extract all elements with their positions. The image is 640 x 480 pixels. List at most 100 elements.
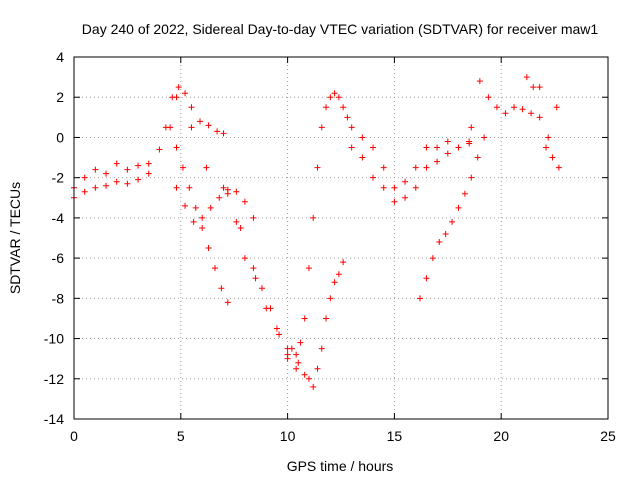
- data-point: [502, 110, 509, 117]
- data-point: [173, 184, 180, 191]
- y-tick-label: -10: [44, 331, 64, 347]
- data-point: [455, 204, 462, 211]
- y-tick-label: 0: [56, 129, 64, 145]
- data-point: [370, 174, 377, 181]
- data-point: [188, 104, 195, 111]
- data-point: [523, 74, 530, 81]
- data-point: [205, 122, 212, 129]
- data-point: [543, 144, 550, 151]
- data-point: [305, 375, 312, 382]
- data-point: [273, 325, 280, 332]
- data-point: [233, 218, 240, 225]
- data-point: [186, 184, 193, 191]
- series-track-c: [167, 124, 231, 306]
- data-point: [417, 295, 424, 302]
- plot-frame: [73, 56, 609, 420]
- data-point: [323, 315, 330, 322]
- data-point: [250, 214, 257, 221]
- data-point: [476, 78, 483, 85]
- series-track-d: [173, 184, 257, 225]
- x-tick-label: 10: [280, 428, 296, 444]
- data-point: [167, 124, 174, 131]
- data-point: [511, 104, 518, 111]
- data-point: [211, 265, 218, 272]
- data-point: [124, 166, 131, 173]
- data-point: [327, 295, 334, 302]
- data-point: [297, 339, 304, 346]
- data-point: [402, 194, 409, 201]
- data-point: [224, 299, 231, 306]
- data-point: [468, 174, 475, 181]
- data-point: [327, 94, 334, 101]
- data-point: [145, 170, 152, 177]
- y-tick-label: -4: [52, 210, 65, 226]
- data-point: [220, 130, 227, 137]
- series-track-m: [523, 74, 562, 171]
- data-point: [103, 170, 110, 177]
- data-point: [434, 158, 441, 165]
- data-point: [528, 110, 535, 117]
- data-point: [81, 188, 88, 195]
- data-point: [156, 146, 163, 153]
- data-point: [340, 104, 347, 111]
- data-point: [199, 224, 206, 231]
- data-point: [252, 275, 259, 282]
- data-point: [402, 178, 409, 185]
- data-point: [380, 184, 387, 191]
- data-point: [434, 144, 441, 151]
- data-point: [258, 285, 265, 292]
- grid: [74, 57, 608, 419]
- data-point: [233, 188, 240, 195]
- data-point: [250, 265, 257, 272]
- data-point: [241, 255, 248, 262]
- data-point: [199, 214, 206, 221]
- data-point: [335, 94, 342, 101]
- y-tick-label: -14: [44, 411, 64, 427]
- data-point: [481, 134, 488, 141]
- data-point: [348, 144, 355, 151]
- series-track-f: [224, 190, 317, 390]
- data-point: [412, 184, 419, 191]
- data-point: [205, 245, 212, 252]
- data-point: [241, 198, 248, 205]
- data-point: [423, 144, 430, 151]
- data-point: [318, 345, 325, 352]
- data-point: [295, 359, 302, 366]
- data-point: [530, 84, 537, 91]
- data-point: [555, 164, 562, 171]
- ticks: [73, 56, 609, 420]
- data-point: [359, 134, 366, 141]
- data-point: [276, 331, 283, 338]
- series-track-e: [173, 94, 312, 382]
- data-point: [370, 144, 377, 151]
- data-point: [485, 94, 492, 101]
- data-point: [179, 164, 186, 171]
- series-track-h: [314, 259, 347, 372]
- data-point: [182, 90, 189, 97]
- chart-title: Day 240 of 2022, Sidereal Day-to-day VTE…: [82, 21, 599, 37]
- data-point: [301, 371, 308, 378]
- x-tick-label: 20: [493, 428, 509, 444]
- data-point: [301, 315, 308, 322]
- data-point: [197, 118, 204, 125]
- data-point: [207, 204, 214, 211]
- data-point: [267, 305, 274, 312]
- data-point: [331, 90, 338, 97]
- data-marks: [71, 74, 562, 390]
- data-point: [310, 383, 317, 390]
- data-point: [224, 190, 231, 197]
- data-point: [81, 174, 88, 181]
- data-point: [305, 265, 312, 272]
- data-point: [318, 124, 325, 131]
- series-track-j: [359, 140, 473, 205]
- y-tick-label: -6: [52, 250, 65, 266]
- data-point: [310, 214, 317, 221]
- data-point: [218, 285, 225, 292]
- y-tick-label: -8: [52, 290, 65, 306]
- series-track-i: [348, 134, 473, 191]
- series-track-l: [468, 78, 560, 141]
- y-tick-label: -2: [52, 170, 65, 186]
- data-point: [314, 365, 321, 372]
- series-track-k: [417, 134, 488, 302]
- y-tick-label: -12: [44, 371, 64, 387]
